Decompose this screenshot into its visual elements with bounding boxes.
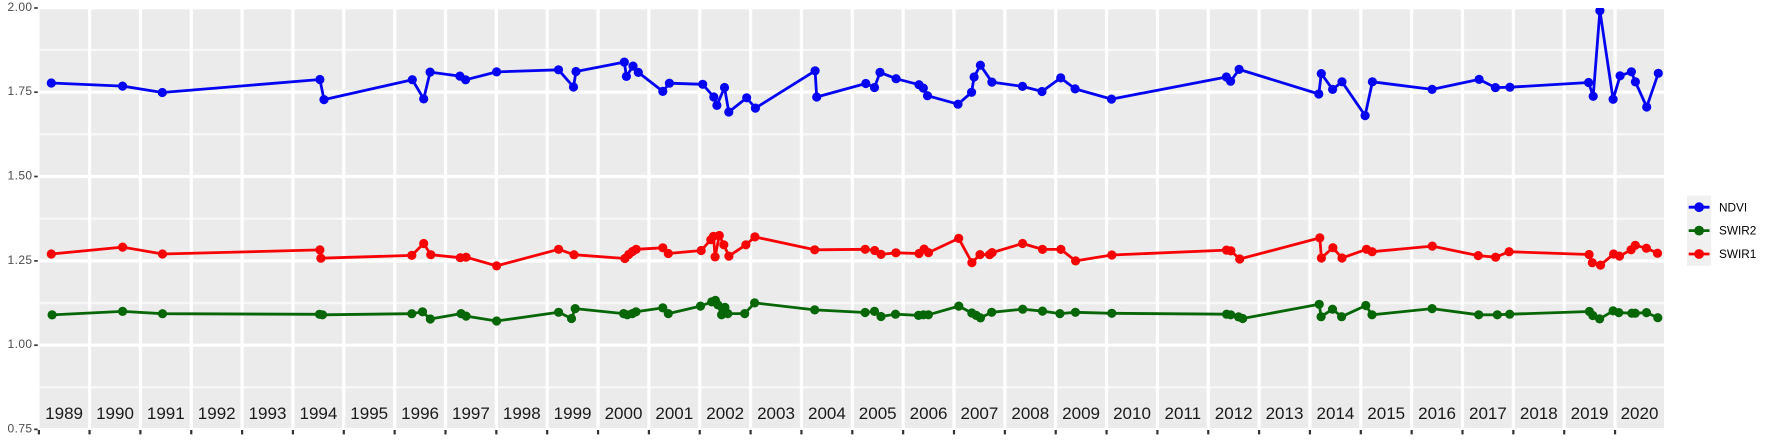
svg-text:1.50: 1.50 (8, 169, 33, 183)
svg-text:2004: 2004 (808, 404, 846, 423)
svg-text:1996: 1996 (401, 404, 439, 423)
svg-text:2014: 2014 (1316, 404, 1354, 423)
svg-text:SWIR1: SWIR1 (1719, 247, 1756, 261)
svg-text:1991: 1991 (147, 404, 185, 423)
svg-text:2006: 2006 (910, 404, 948, 423)
svg-text:1995: 1995 (350, 404, 388, 423)
svg-text:1992: 1992 (198, 404, 236, 423)
svg-text:2001: 2001 (655, 404, 693, 423)
svg-text:2016: 2016 (1418, 404, 1456, 423)
svg-text:SWIR2: SWIR2 (1719, 224, 1756, 238)
svg-text:1.75: 1.75 (8, 84, 33, 98)
svg-text:1997: 1997 (452, 404, 490, 423)
svg-text:2018: 2018 (1520, 404, 1558, 423)
svg-text:2000: 2000 (605, 404, 643, 423)
svg-text:2019: 2019 (1571, 404, 1609, 423)
svg-text:2020: 2020 (1621, 404, 1659, 423)
svg-text:2008: 2008 (1011, 404, 1049, 423)
svg-text:1998: 1998 (503, 404, 541, 423)
svg-text:1999: 1999 (554, 404, 592, 423)
svg-text:2009: 2009 (1062, 404, 1100, 423)
svg-text:1993: 1993 (249, 404, 287, 423)
svg-text:2011: 2011 (1165, 404, 1202, 423)
svg-text:2013: 2013 (1266, 404, 1304, 423)
svg-text:2010: 2010 (1113, 404, 1151, 423)
svg-text:2002: 2002 (706, 404, 744, 423)
svg-text:1990: 1990 (96, 404, 134, 423)
svg-text:2015: 2015 (1367, 404, 1405, 423)
svg-text:0.75: 0.75 (8, 422, 33, 436)
svg-text:2017: 2017 (1469, 404, 1507, 423)
svg-text:2.00: 2.00 (8, 0, 33, 14)
svg-text:2012: 2012 (1215, 404, 1253, 423)
svg-text:1989: 1989 (45, 404, 83, 423)
svg-text:2003: 2003 (757, 404, 795, 423)
svg-text:1994: 1994 (299, 404, 337, 423)
svg-text:1.00: 1.00 (8, 337, 33, 351)
svg-text:2005: 2005 (859, 404, 897, 423)
svg-text:2007: 2007 (960, 404, 998, 423)
svg-text:1.25: 1.25 (8, 253, 33, 267)
svg-text:NDVI: NDVI (1719, 200, 1747, 214)
